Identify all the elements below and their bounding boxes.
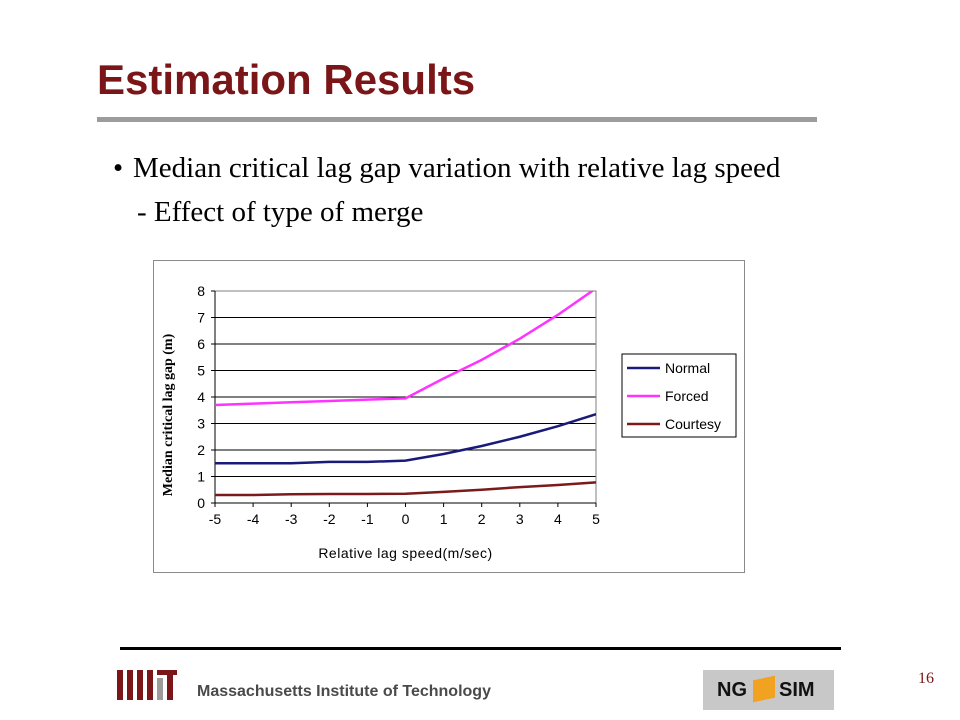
legend-label-forced: Forced bbox=[665, 388, 709, 404]
series-line-forced bbox=[215, 291, 595, 407]
y-tick-label: 8 bbox=[197, 283, 205, 299]
bullet-dot-icon: • bbox=[113, 152, 124, 184]
x-tick-label: -1 bbox=[361, 511, 374, 527]
x-tick-label: 5 bbox=[592, 511, 600, 527]
cube-icon bbox=[753, 675, 775, 703]
x-tick-label: -4 bbox=[247, 511, 260, 527]
y-tick-label: 4 bbox=[197, 389, 205, 405]
mit-logo-icon bbox=[117, 670, 177, 700]
series-line-normal bbox=[215, 413, 596, 465]
bullet-point: • Median critical lag gap variation with … bbox=[113, 152, 780, 185]
page-number: 16 bbox=[918, 670, 934, 687]
y-tick-label: 2 bbox=[197, 442, 205, 458]
chart-frame: 0 1 2 3 4 5 6 7 8 -5 -4 -3 -2 -1 0 1 2 3 4 5 Relative lag sp… bbox=[153, 260, 745, 573]
ngsim-logo: NG SIM bbox=[703, 670, 834, 710]
ngsim-logo-ng: NG bbox=[717, 679, 747, 701]
line-chart: 0 1 2 3 4 5 6 7 8 -5 -4 -3 -2 -1 0 1 2 3 4 5 Relative lag sp… bbox=[161, 283, 737, 561]
x-tick-label: 0 bbox=[402, 511, 410, 527]
x-tick-label: 1 bbox=[440, 511, 448, 527]
y-tick-label: 5 bbox=[197, 363, 205, 379]
x-axis-label: Relative lag speed(m/sec) bbox=[318, 545, 492, 561]
x-tick-label: -5 bbox=[209, 511, 222, 527]
x-tick-label: 4 bbox=[554, 511, 562, 527]
x-tick-label: 2 bbox=[478, 511, 486, 527]
y-axis-label: Median critical lag gap (m) bbox=[161, 333, 176, 496]
sub-bullet-text: - Effect of type of merge bbox=[137, 196, 424, 228]
title-underline bbox=[97, 117, 817, 122]
footer-rule bbox=[120, 647, 841, 650]
y-tick-label: 1 bbox=[197, 469, 205, 485]
series-line-courtesy bbox=[215, 481, 596, 497]
x-tick-label: 3 bbox=[516, 511, 524, 527]
y-tick-label: 6 bbox=[197, 336, 205, 352]
legend-label-courtesy: Courtesy bbox=[665, 416, 721, 432]
y-tick-label: 0 bbox=[197, 495, 205, 511]
institution-name: Massachusetts Institute of Technology bbox=[197, 683, 491, 700]
y-tick-label: 3 bbox=[197, 416, 205, 432]
legend-label-normal: Normal bbox=[665, 360, 710, 376]
x-tick-label: -2 bbox=[323, 511, 336, 527]
bullet-text: Median critical lag gap variation with r… bbox=[133, 152, 781, 184]
slide-title: Estimation Results bbox=[97, 56, 476, 103]
ngsim-logo-sim: SIM bbox=[779, 679, 815, 701]
x-tick-label: -3 bbox=[285, 511, 298, 527]
y-tick-label: 7 bbox=[197, 310, 205, 326]
